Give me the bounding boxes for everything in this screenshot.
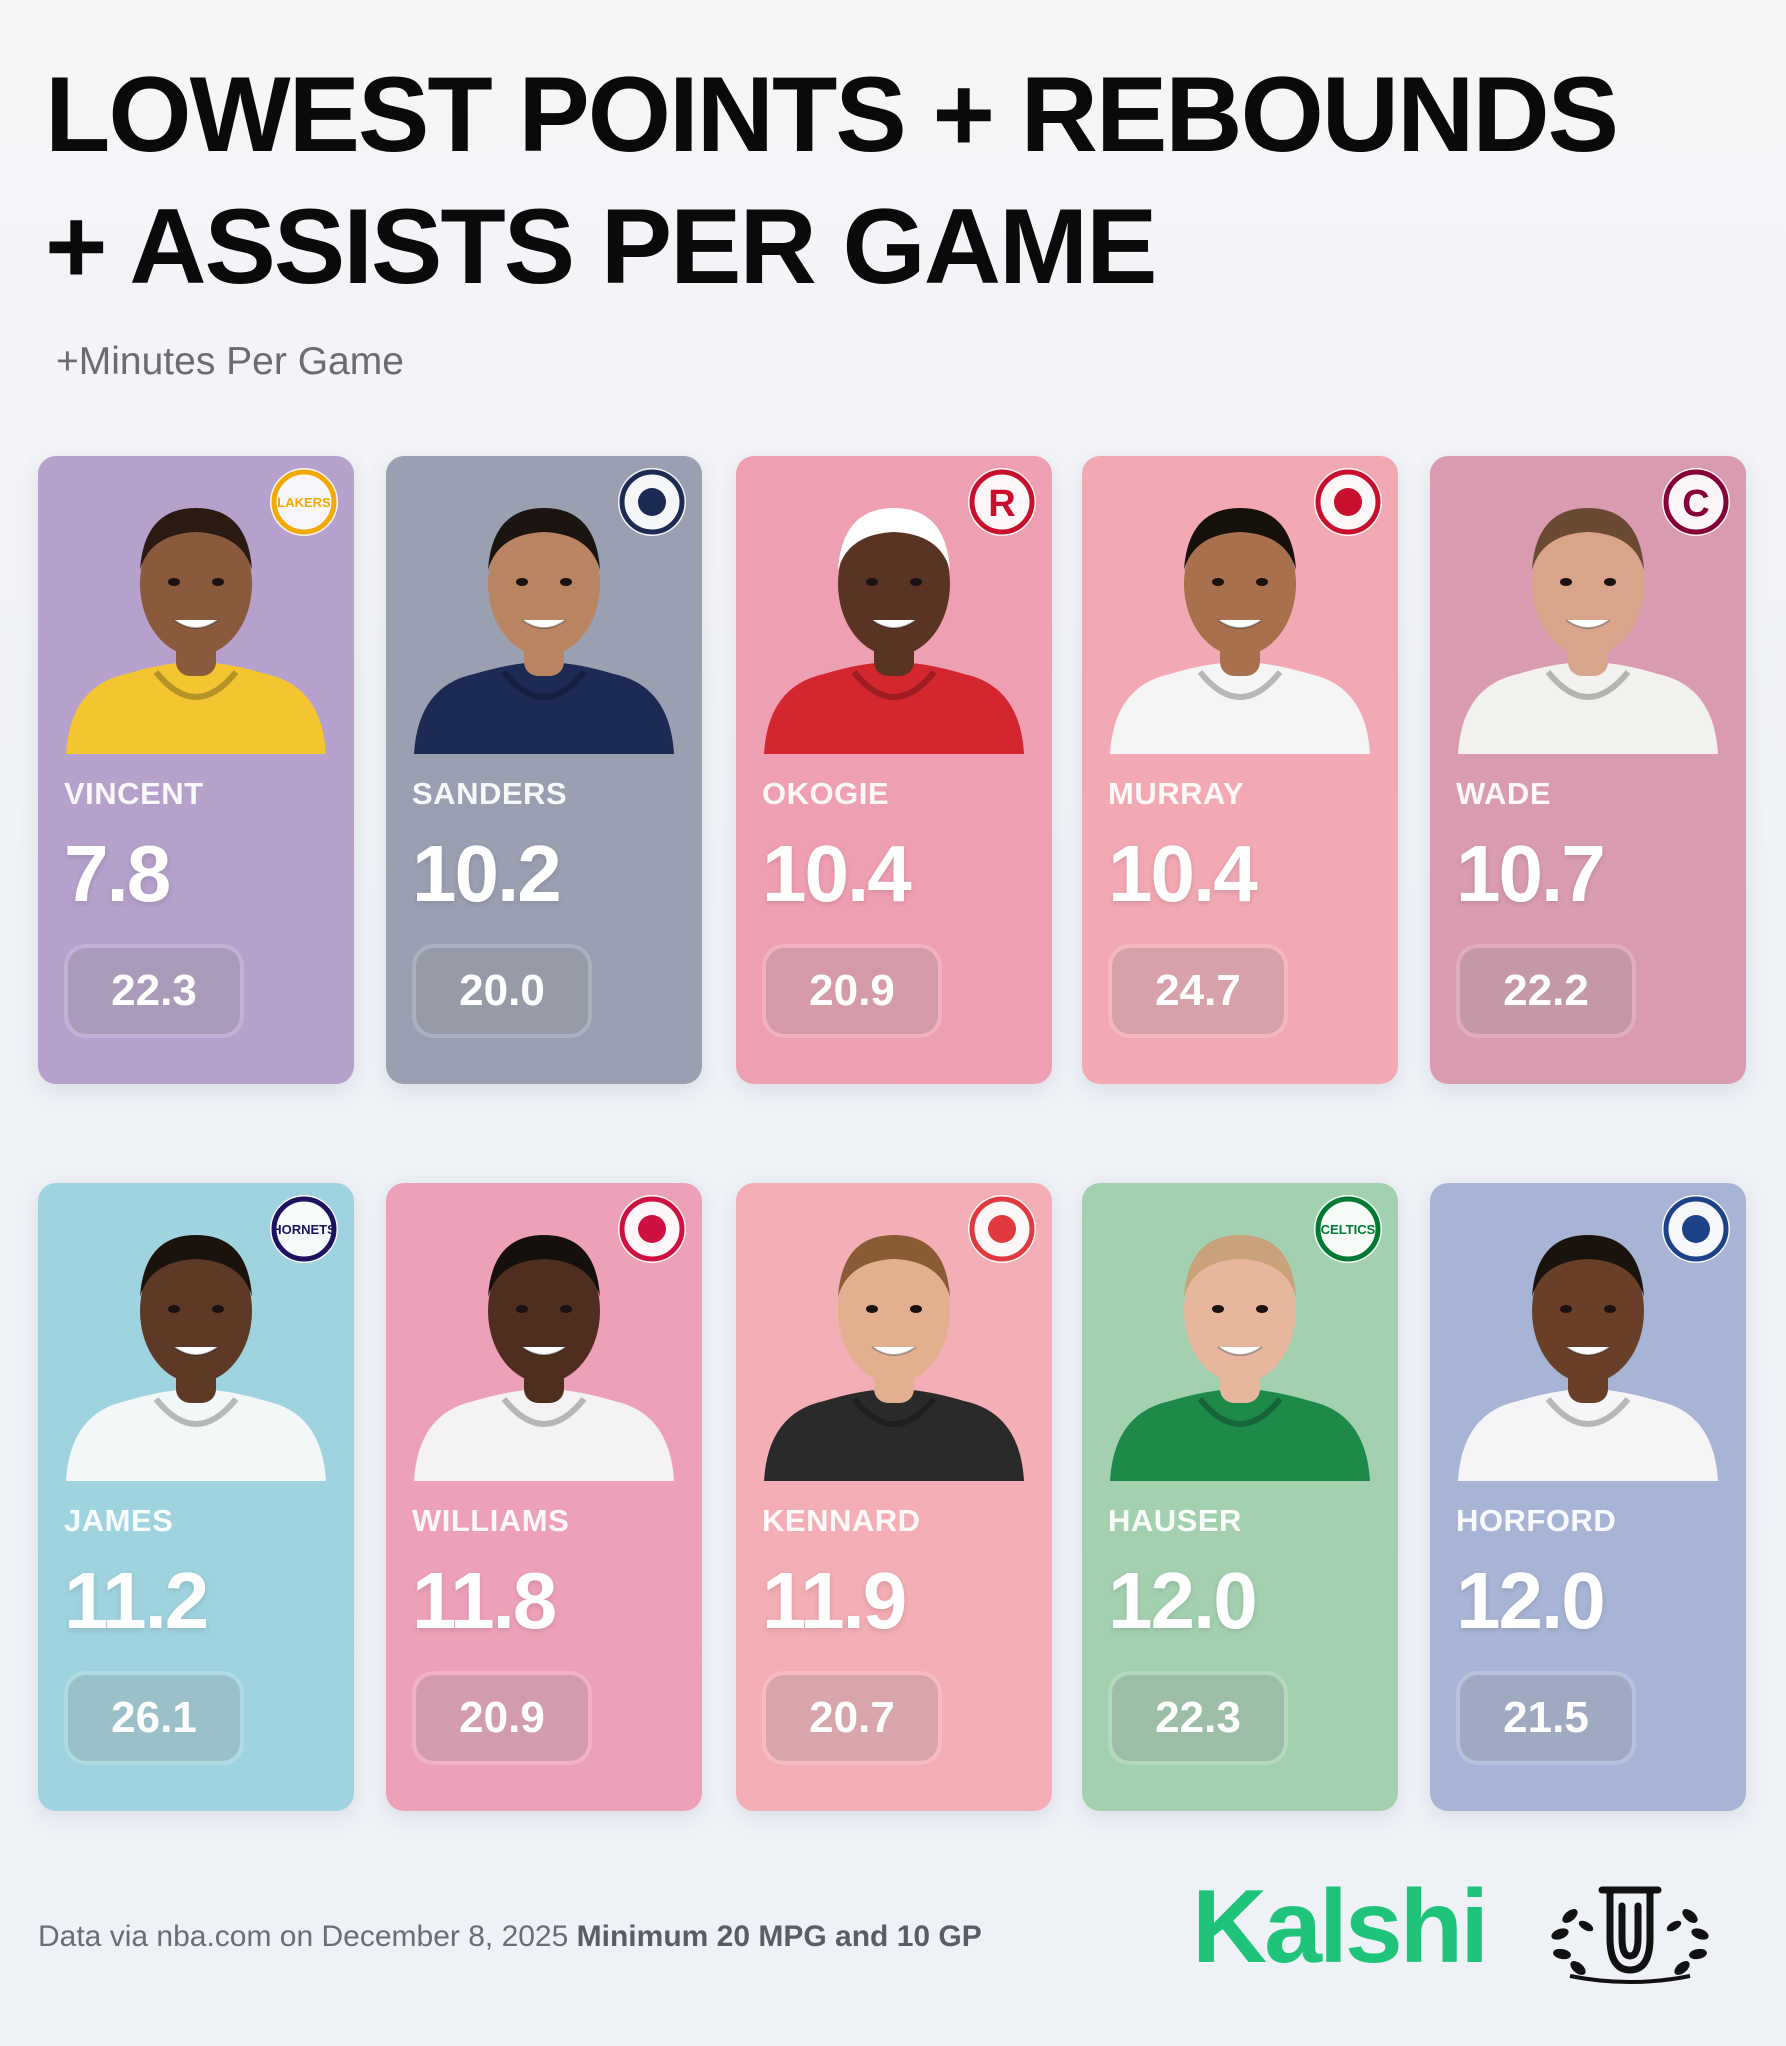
svg-text:C: C [1682, 483, 1709, 525]
minutes-badge: 20.9 [412, 1671, 592, 1765]
minutes-badge: 20.9 [762, 944, 942, 1038]
lakers-logo: LAKERS [270, 468, 338, 536]
player-card: R OKOGIE 10.4 20.9 [736, 456, 1052, 1084]
qualifier-text: Minimum 20 MPG and 10 GP [576, 1920, 982, 1953]
player-photo [1458, 1235, 1718, 1481]
minutes-value: 22.3 [68, 948, 240, 1034]
player-name: WILLIAMS [412, 1503, 570, 1538]
minutes-badge: 22.2 [1456, 944, 1636, 1038]
player-card: WILLIAMS 11.8 20.9 [386, 1183, 702, 1811]
svg-text:CELTICS: CELTICS [1321, 1222, 1376, 1237]
clippers-logo [618, 468, 686, 536]
player-photo [414, 1235, 674, 1481]
minutes-value: 22.3 [1112, 1675, 1284, 1761]
subtitle: +Minutes Per Game [56, 340, 404, 383]
pra-value: 12.0 [1456, 1556, 1606, 1645]
kalshi-logo: Kalshi [1192, 1869, 1489, 1985]
celtics-logo: CELTICS [1314, 1195, 1382, 1263]
page-title: LOWEST POINTS + REBOUNDS + ASSISTS PER G… [45, 48, 1765, 312]
player-name: JAMES [64, 1503, 174, 1538]
pra-value: 11.9 [762, 1556, 907, 1645]
footer-note: Data via nba.com on December 8, 2025 Min… [38, 1920, 982, 1954]
trail-blazers-logo [1314, 468, 1382, 536]
minutes-badge: 22.3 [1108, 1671, 1288, 1765]
hornets-logo: HORNETS [270, 1195, 338, 1263]
pra-value: 11.8 [412, 1556, 557, 1645]
minutes-badge: 24.7 [1108, 944, 1288, 1038]
pra-value: 11.2 [64, 1556, 209, 1645]
player-name: HORFORD [1456, 1503, 1617, 1538]
pra-value: 10.4 [762, 829, 912, 918]
minutes-value: 22.2 [1460, 948, 1632, 1034]
source-text: Data via nba.com on December 8, 2025 [38, 1920, 569, 1953]
minutes-value: 20.9 [766, 948, 938, 1034]
player-card: HORNETS JAMES 11.2 26.1 [38, 1183, 354, 1811]
player-name: VINCENT [64, 776, 204, 811]
player-photo [66, 508, 326, 754]
svg-text:HORNETS: HORNETS [272, 1222, 336, 1237]
cavaliers-logo: C [1662, 468, 1730, 536]
player-photo [414, 508, 674, 754]
player-card: CELTICS HAUSER 12.0 22.3 [1082, 1183, 1398, 1811]
player-photo [1458, 508, 1718, 754]
hawks-logo [968, 1195, 1036, 1263]
minutes-badge: 22.3 [64, 944, 244, 1038]
player-photo [1110, 1235, 1370, 1481]
player-name: MURRAY [1108, 776, 1245, 811]
player-photo [66, 1235, 326, 1481]
minutes-value: 26.1 [68, 1675, 240, 1761]
minutes-badge: 20.7 [762, 1671, 942, 1765]
player-card: C WADE 10.7 22.2 [1430, 456, 1746, 1084]
minutes-value: 20.0 [416, 948, 588, 1034]
player-name: OKOGIE [762, 776, 890, 811]
pra-value: 10.2 [412, 829, 562, 918]
pra-value: 10.7 [1456, 829, 1606, 918]
player-photo [764, 1235, 1024, 1481]
minutes-value: 21.5 [1460, 1675, 1632, 1761]
page-title-line-1: LOWEST POINTS + REBOUNDS [45, 54, 1619, 174]
minutes-value: 24.7 [1112, 948, 1284, 1034]
player-grid: LAKERS VINCENT 7.8 22.3 SANDERS 10.2 20.0 R OKOG… [38, 456, 1748, 1811]
player-name: SANDERS [412, 776, 568, 811]
player-name: WADE [1456, 776, 1551, 811]
warriors-logo [1662, 1195, 1730, 1263]
minutes-badge: 26.1 [64, 1671, 244, 1765]
player-card: MURRAY 10.4 24.7 [1082, 456, 1398, 1084]
minutes-value: 20.7 [766, 1675, 938, 1761]
player-name: HAUSER [1108, 1503, 1242, 1538]
svg-text:R: R [988, 483, 1015, 525]
page-title-line-2: + ASSISTS PER GAME [45, 186, 1158, 306]
pra-value: 12.0 [1108, 1556, 1258, 1645]
player-card: LAKERS VINCENT 7.8 22.3 [38, 456, 354, 1084]
player-photo [1110, 508, 1370, 754]
bulls-logo [618, 1195, 686, 1263]
pra-value: 10.4 [1108, 829, 1258, 918]
player-name: KENNARD [762, 1503, 921, 1538]
minutes-badge: 21.5 [1456, 1671, 1636, 1765]
minutes-badge: 20.0 [412, 944, 592, 1038]
player-card: HORFORD 12.0 21.5 [1430, 1183, 1746, 1811]
svg-text:LAKERS: LAKERS [277, 495, 331, 510]
laurel-u-badge-icon [1551, 1886, 1709, 1984]
minutes-value: 20.9 [416, 1675, 588, 1761]
player-card: SANDERS 10.2 20.0 [386, 456, 702, 1084]
rockets-logo: R [968, 468, 1036, 536]
pra-value: 7.8 [64, 829, 171, 918]
player-card: KENNARD 11.9 20.7 [736, 1183, 1052, 1811]
player-photo [764, 508, 1024, 754]
